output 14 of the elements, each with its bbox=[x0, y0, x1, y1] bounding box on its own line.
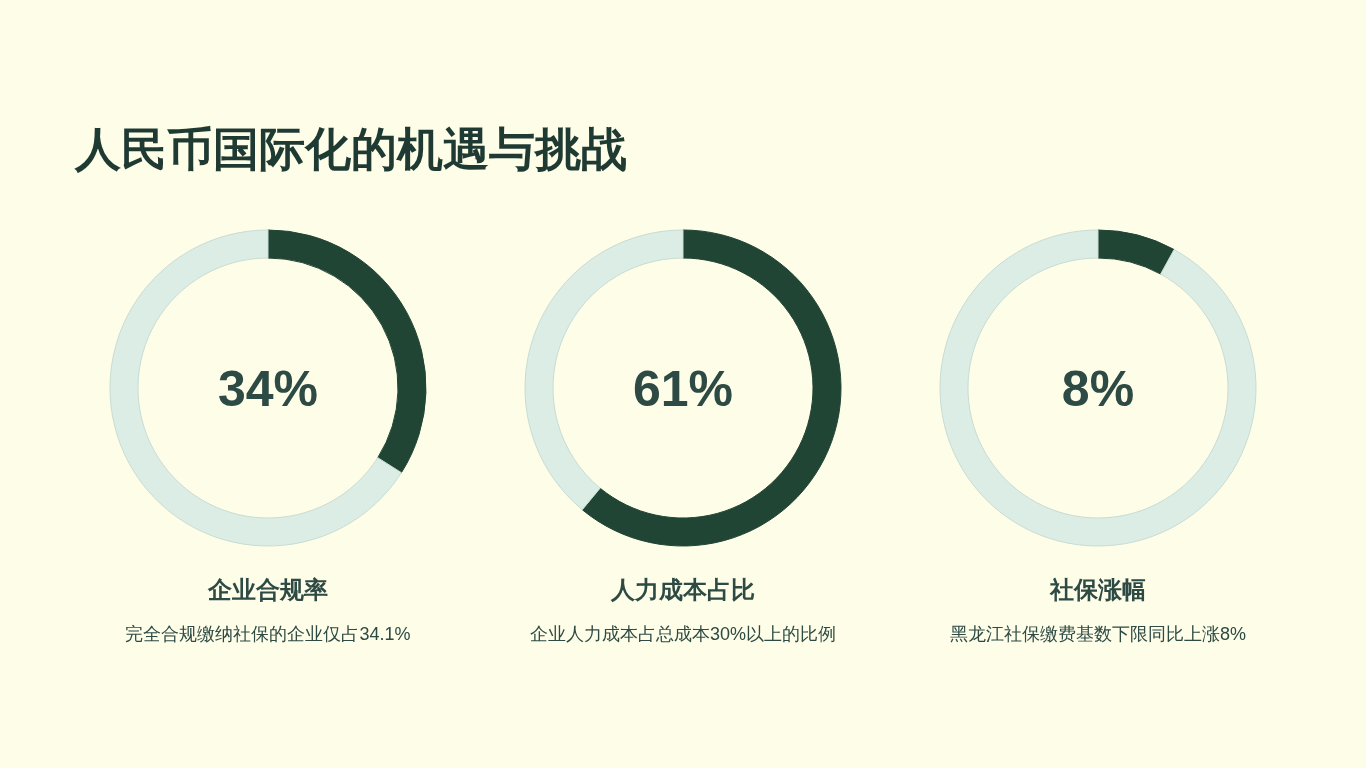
text: 完全合规缴纳社保的企业仅占34.1% bbox=[125, 624, 411, 644]
text: 34% bbox=[217, 361, 319, 417]
text: 黑龙江社保缴费基数下限同比上涨8% bbox=[949, 624, 1247, 644]
text: 61% bbox=[632, 361, 734, 417]
donut-slice bbox=[109, 229, 402, 547]
text: 人民币国际化的机遇与挑战 bbox=[74, 123, 627, 175]
donut-slice bbox=[1097, 229, 1175, 275]
text: 人力成本占比 bbox=[610, 576, 755, 603]
text: 企业人力成本占总成本30%以上的比例 bbox=[529, 624, 837, 644]
donut-slice bbox=[581, 229, 842, 547]
text: 8% bbox=[1061, 361, 1135, 417]
donut-slice bbox=[939, 229, 1257, 547]
text: 企业合规率 bbox=[207, 576, 328, 603]
text: 社保涨幅 bbox=[1049, 576, 1146, 603]
